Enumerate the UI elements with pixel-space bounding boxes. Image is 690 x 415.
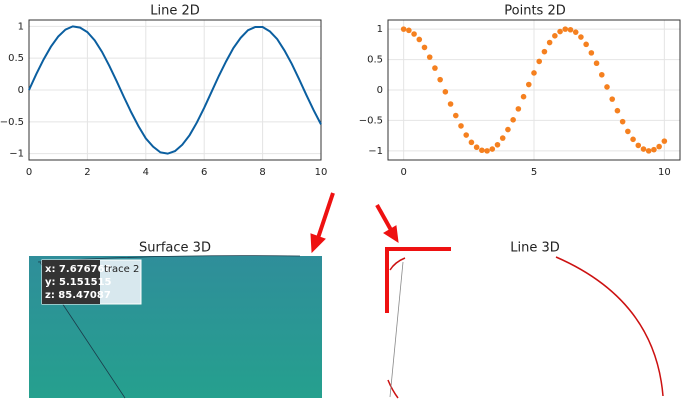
point xyxy=(541,48,548,55)
y-tick-label: −1 xyxy=(368,146,383,157)
point xyxy=(651,146,657,153)
point xyxy=(494,141,501,148)
point xyxy=(479,147,485,154)
point xyxy=(536,58,543,65)
point xyxy=(400,26,407,32)
axis-3d xyxy=(389,261,404,398)
chart-title: Line 2D xyxy=(150,4,200,19)
point xyxy=(447,101,454,107)
y-tick-label: −0.5 xyxy=(359,115,383,126)
plot-frame xyxy=(387,19,681,161)
line xyxy=(28,25,322,155)
point xyxy=(421,44,428,51)
point xyxy=(635,142,642,149)
arrow-head xyxy=(383,225,399,243)
trace-name: trace 2 xyxy=(104,264,139,275)
point xyxy=(614,107,621,114)
point xyxy=(604,84,610,90)
point xyxy=(416,36,423,43)
point xyxy=(525,81,532,88)
point xyxy=(484,148,490,154)
y-tick-label: 1 xyxy=(377,24,383,35)
y-tick-label: −1 xyxy=(9,149,24,160)
tooltip-text: x: 7.676768 xyxy=(45,264,111,275)
tooltip-text: z: 85.47087 xyxy=(45,290,111,301)
point xyxy=(463,132,470,138)
tooltip-text: y: 5.151515 xyxy=(45,277,112,288)
point xyxy=(661,138,668,144)
arrow xyxy=(375,204,393,231)
curve-3d xyxy=(555,256,664,397)
point xyxy=(426,54,433,60)
point xyxy=(640,146,647,152)
point xyxy=(645,148,652,154)
point xyxy=(562,26,569,32)
point xyxy=(458,123,464,129)
point xyxy=(578,34,584,40)
point xyxy=(552,33,558,39)
line3d-panel xyxy=(387,256,664,399)
point xyxy=(588,50,595,56)
point xyxy=(520,93,527,100)
x-tick-label: 0 xyxy=(26,167,32,178)
point xyxy=(432,65,438,71)
curve-3d xyxy=(389,257,406,271)
x-tick-label: 2 xyxy=(84,167,90,178)
point xyxy=(546,39,553,46)
point xyxy=(557,28,563,35)
arrow-head xyxy=(310,233,326,254)
point xyxy=(572,29,579,35)
y-tick-label: 0 xyxy=(377,85,383,96)
point xyxy=(515,106,522,112)
chart-title: Points 2D xyxy=(504,4,565,19)
point xyxy=(583,41,589,48)
x-tick-label: 6 xyxy=(201,167,207,178)
point xyxy=(505,126,511,133)
point xyxy=(499,135,506,141)
point xyxy=(406,27,412,34)
point xyxy=(625,128,631,135)
point xyxy=(630,136,636,143)
point xyxy=(609,96,616,102)
x-tick-label: 10 xyxy=(658,167,671,178)
point xyxy=(510,117,516,123)
x-tick-label: 0 xyxy=(400,167,406,178)
x-tick-label: 4 xyxy=(143,167,149,178)
point xyxy=(531,70,537,76)
arrow xyxy=(316,192,335,239)
annotations xyxy=(310,192,451,313)
point xyxy=(473,144,480,151)
y-tick-label: 0 xyxy=(18,85,24,96)
point xyxy=(567,26,574,33)
x-tick-label: 10 xyxy=(315,167,328,178)
point xyxy=(619,118,626,125)
point xyxy=(489,146,496,152)
point xyxy=(452,112,459,119)
x-tick-label: 8 xyxy=(259,167,265,178)
point xyxy=(656,143,662,150)
chart-title: Line 3D xyxy=(510,241,560,256)
point xyxy=(437,76,443,83)
point xyxy=(468,139,475,146)
tooltip-values xyxy=(42,260,100,304)
point xyxy=(411,31,417,37)
y-tick-label: 0.5 xyxy=(8,53,24,64)
point xyxy=(442,89,449,95)
y-tick-label: 1 xyxy=(18,21,24,32)
point xyxy=(593,60,600,67)
point xyxy=(598,71,605,78)
y-tick-label: 0.5 xyxy=(367,55,383,66)
chart-title: Surface 3D xyxy=(139,241,211,256)
y-tick-label: −0.5 xyxy=(0,117,24,128)
curve-3d xyxy=(387,379,399,399)
x-tick-label: 5 xyxy=(531,167,537,178)
